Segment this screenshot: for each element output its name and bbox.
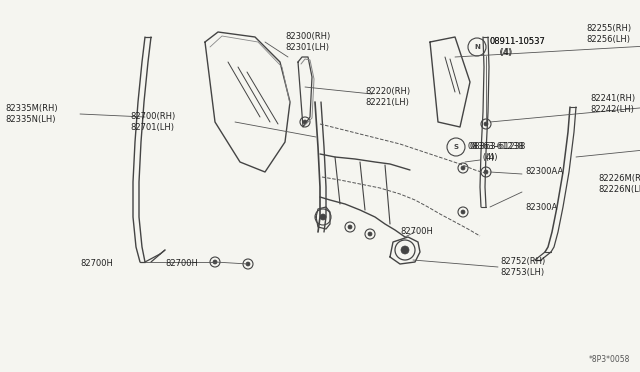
Text: 82300(RH)
82301(LH): 82300(RH) 82301(LH) [285,32,330,52]
Text: S: S [454,144,458,150]
Text: 82226M(RH)
82226N(LH): 82226M(RH) 82226N(LH) [598,174,640,194]
Text: 82300AA: 82300AA [525,167,563,176]
Text: N: N [474,44,480,50]
Circle shape [303,120,307,124]
Text: 82700H: 82700H [80,260,113,269]
Text: 08363-61238
      (4): 08363-61238 (4) [470,142,526,162]
Text: 82241(RH)
82242(LH): 82241(RH) 82242(LH) [590,94,635,114]
Circle shape [348,225,352,229]
Text: 82700H: 82700H [400,228,433,237]
Circle shape [246,262,250,266]
Circle shape [484,122,488,126]
Text: 82700H: 82700H [165,260,198,269]
Text: 82752(RH)
82753(LH): 82752(RH) 82753(LH) [500,257,545,277]
Text: *8P3*0058: *8P3*0058 [589,355,630,364]
Circle shape [368,232,372,236]
Text: 82335M(RH)
82335N(LH): 82335M(RH) 82335N(LH) [5,104,58,124]
Text: 08911-10537
    (4): 08911-10537 (4) [489,37,545,57]
Text: 82700(RH)
82701(LH): 82700(RH) 82701(LH) [130,112,175,132]
Circle shape [213,260,217,264]
Text: 82220(RH)
82221(LH): 82220(RH) 82221(LH) [365,87,410,107]
Circle shape [320,214,326,220]
Circle shape [461,210,465,214]
Text: 08911-10537
    (4): 08911-10537 (4) [490,37,546,57]
Text: 08363-61238
      (4): 08363-61238 (4) [467,142,524,162]
Text: 82300A: 82300A [525,202,557,212]
Text: 82255(RH)
82256(LH): 82255(RH) 82256(LH) [586,24,631,44]
Circle shape [401,246,409,254]
Circle shape [484,170,488,174]
Circle shape [461,166,465,170]
